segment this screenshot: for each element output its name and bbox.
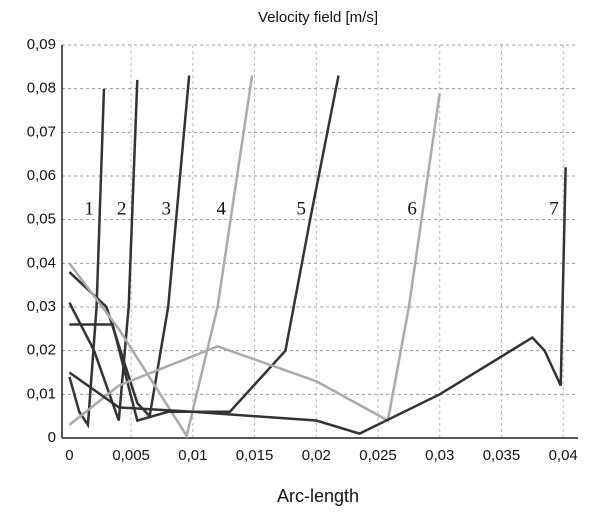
- line-series: [68, 167, 567, 435]
- series-label: 5: [297, 198, 307, 219]
- x-tick-label: 0,025: [359, 447, 397, 464]
- y-tick-label: 0,03: [27, 298, 56, 315]
- y-tick-label: 0,08: [27, 80, 56, 97]
- x-tick-label: 0,03: [425, 447, 454, 464]
- series-label: 2: [117, 198, 127, 219]
- line-series: [68, 92, 441, 426]
- series-label: 7: [549, 198, 559, 219]
- y-tick-label: 0,05: [27, 211, 56, 228]
- x-tick-label: 0: [65, 447, 73, 464]
- series-label: 3: [161, 198, 171, 219]
- x-tick-label: 0,005: [112, 447, 150, 464]
- x-tick-label: 0,015: [236, 447, 274, 464]
- line-series: [68, 88, 106, 429]
- x-tick-label: 0,04: [549, 447, 578, 464]
- chart-title: Velocity field [m/s]: [258, 9, 378, 26]
- y-tick-label: 0,09: [27, 36, 56, 53]
- y-tick-label: 0: [48, 429, 56, 446]
- x-tick-label: 0,01: [178, 447, 207, 464]
- series-label: 6: [407, 198, 417, 219]
- y-tick-label: 0,04: [27, 254, 56, 271]
- y-tick-label: 0,07: [27, 123, 56, 140]
- y-tick-label: 0,06: [27, 167, 56, 184]
- x-tick-label: 0,02: [302, 447, 331, 464]
- line-series: [68, 79, 139, 421]
- line-series: [68, 75, 254, 439]
- series-label: 4: [217, 198, 227, 219]
- y-tick-label: 0,01: [27, 385, 56, 402]
- x-tick-label: 0,035: [483, 447, 521, 464]
- x-axis-label: Arc-length: [277, 486, 359, 506]
- series-label: 1: [84, 198, 94, 219]
- y-tick-label: 0,02: [27, 342, 56, 359]
